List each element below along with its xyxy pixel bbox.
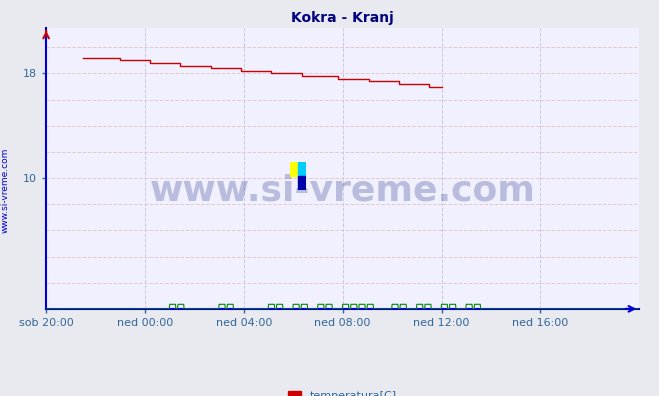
- Bar: [298, 176, 306, 190]
- Text: www.si-vreme.com: www.si-vreme.com: [150, 174, 536, 208]
- Bar: [290, 162, 298, 176]
- Text: www.si-vreme.com: www.si-vreme.com: [1, 147, 10, 233]
- Title: Kokra - Kranj: Kokra - Kranj: [291, 11, 394, 25]
- Bar: [298, 162, 306, 176]
- Legend: temperatura[C], pretok[m3/s]: temperatura[C], pretok[m3/s]: [283, 385, 403, 396]
